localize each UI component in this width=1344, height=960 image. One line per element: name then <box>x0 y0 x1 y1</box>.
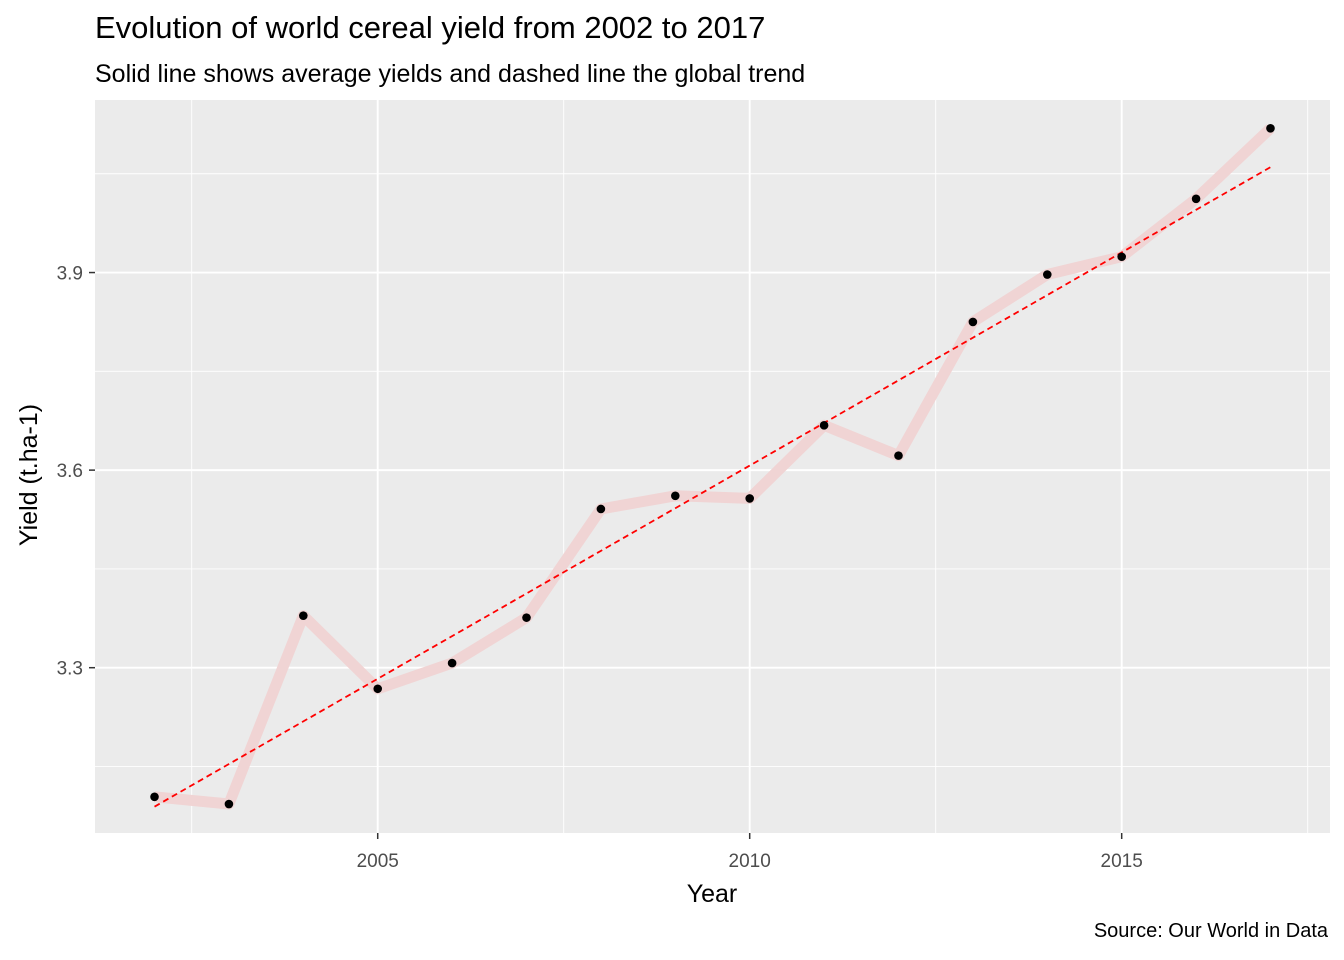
series-layer <box>150 124 1275 810</box>
x-tick-label: 2015 <box>1101 851 1143 872</box>
data-point <box>596 504 606 514</box>
plot-panel <box>95 100 1330 833</box>
chart-subtitle: Solid line shows average yields and dash… <box>95 60 806 88</box>
data-point <box>671 491 680 501</box>
data-point <box>1266 124 1275 133</box>
minor-gridlines <box>95 100 1330 833</box>
x-axis-title: Year <box>687 880 738 908</box>
x-tick-label: 2005 <box>357 851 399 872</box>
data-point <box>745 494 754 503</box>
y-tick-label: 3.3 <box>57 659 83 680</box>
y-axis: 3.3 3.6 3.9 <box>57 264 95 680</box>
y-axis-title: Yield (t.ha-1) <box>15 404 43 546</box>
x-tick-label: 2010 <box>729 851 771 872</box>
data-point <box>373 684 383 694</box>
data-point <box>522 613 531 622</box>
y-tick-label: 3.9 <box>57 264 83 285</box>
data-point <box>1117 252 1126 262</box>
trend-line <box>154 166 1271 808</box>
data-point <box>894 451 903 460</box>
chart-title: Evolution of world cereal yield from 200… <box>95 10 766 45</box>
y-tick-label: 3.6 <box>57 461 83 482</box>
data-point <box>1191 194 1201 204</box>
chart-caption: Source: Our World in Data <box>1093 920 1328 942</box>
x-axis: 2005 2010 2015 <box>357 833 1143 872</box>
data-point <box>1042 270 1052 279</box>
data-point <box>447 658 457 668</box>
data-point <box>150 792 159 802</box>
data-point <box>968 317 978 327</box>
data-point <box>224 799 234 809</box>
average-yield-line <box>153 124 1275 810</box>
data-point <box>299 611 308 620</box>
data-point <box>819 421 829 430</box>
